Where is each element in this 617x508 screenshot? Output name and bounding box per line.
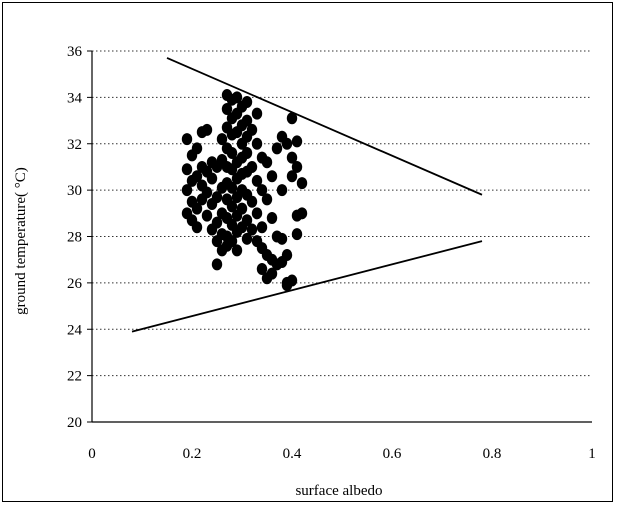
- y-tick-label: 20: [67, 415, 82, 431]
- data-point: [221, 102, 233, 115]
- axes: [87, 50, 592, 423]
- data-point: [181, 163, 193, 176]
- data-point: [291, 160, 303, 173]
- y-axis-label: ground temperature( °C): [13, 167, 29, 315]
- data-point: [286, 151, 298, 164]
- data-point: [231, 91, 243, 104]
- data-point: [251, 107, 263, 120]
- data-point: [291, 228, 303, 241]
- data-point: [191, 202, 203, 215]
- y-tick-label: 22: [67, 369, 82, 385]
- x-tick-label: 0.2: [183, 446, 202, 462]
- y-tick-label: 30: [67, 183, 82, 199]
- y-tick-label: 28: [67, 230, 82, 246]
- data-point: [191, 221, 203, 234]
- data-point: [256, 184, 268, 197]
- data-point: [206, 172, 218, 185]
- data-point: [191, 170, 203, 183]
- data-point: [211, 258, 223, 271]
- y-tick-label: 36: [67, 44, 83, 60]
- data-point: [266, 170, 278, 183]
- data-point: [201, 209, 213, 222]
- gridlines: [92, 50, 592, 377]
- chart-frame: 20 22 24 26 28 30 32 34 36 0 0.2 0.4 0.6 0.8 1 surface…: [2, 2, 613, 502]
- data-point: [201, 186, 213, 199]
- data-point: [246, 223, 258, 236]
- data-point: [251, 207, 263, 220]
- data-point: [191, 142, 203, 155]
- x-tick-label: 0.8: [483, 446, 502, 462]
- data-point: [276, 184, 288, 197]
- data-point: [241, 147, 253, 160]
- tick-labels: 20 22 24 26 28 30 32 34 36 0 0.2 0.4 0.6 0.8 1: [67, 44, 596, 462]
- data-point: [251, 174, 263, 187]
- scatter-chart: 20 22 24 26 28 30 32 34 36 0 0.2 0.4 0.6 0.8 1 surface…: [13, 44, 596, 499]
- y-tick-label: 34: [67, 90, 83, 106]
- envelope-lines: [131, 57, 483, 333]
- data-point: [241, 96, 253, 109]
- data-point: [296, 177, 308, 190]
- x-tick-label: 1: [588, 446, 596, 462]
- data-point: [216, 133, 228, 146]
- data-point: [241, 214, 253, 227]
- data-point: [286, 170, 298, 183]
- data-point: [246, 123, 258, 136]
- data-point: [261, 193, 273, 206]
- y-tick-label: 32: [67, 137, 82, 153]
- data-point: [276, 232, 288, 245]
- y-tick-label: 26: [67, 276, 83, 292]
- data-point: [211, 216, 223, 229]
- data-point: [181, 184, 193, 197]
- data-point: [211, 191, 223, 204]
- x-tick-label: 0.4: [283, 446, 302, 462]
- data-point: [291, 135, 303, 148]
- data-point: [226, 181, 238, 194]
- data-point: [246, 160, 258, 173]
- data-points: [181, 89, 308, 292]
- y-tick-label: 24: [67, 322, 83, 338]
- envelope-line: [131, 240, 483, 333]
- data-point: [241, 232, 253, 245]
- data-point: [256, 262, 268, 275]
- data-point: [201, 123, 213, 136]
- data-point: [286, 112, 298, 125]
- data-point: [261, 156, 273, 169]
- envelope-line: [166, 57, 483, 196]
- data-point: [246, 195, 258, 208]
- data-point: [281, 137, 293, 150]
- data-point: [251, 137, 263, 150]
- x-tick-label: 0.6: [383, 446, 402, 462]
- data-point: [241, 114, 253, 127]
- x-tick-label: 0: [88, 446, 96, 462]
- data-point: [266, 211, 278, 224]
- data-point: [236, 202, 248, 215]
- data-point: [286, 274, 298, 287]
- data-point: [226, 235, 238, 248]
- data-point: [296, 207, 308, 220]
- data-point: [231, 244, 243, 257]
- data-point: [281, 249, 293, 262]
- data-point: [181, 133, 193, 146]
- data-point: [256, 221, 268, 234]
- data-point: [271, 142, 283, 155]
- x-axis-label: surface albedo: [295, 483, 382, 499]
- data-point: [266, 267, 278, 280]
- data-point: [226, 200, 238, 213]
- data-point: [226, 147, 238, 160]
